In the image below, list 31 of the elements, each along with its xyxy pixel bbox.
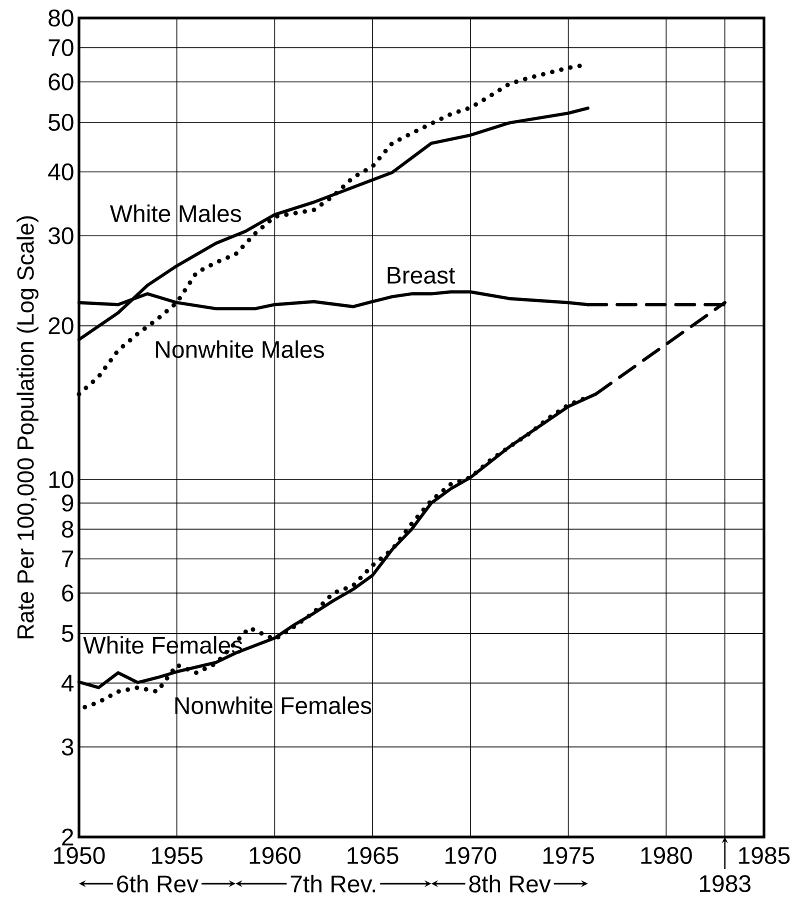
y-tick-label: 4 [61,674,74,692]
y-tick-label: 10 [49,471,74,488]
y-tick-label: 5 [62,625,74,642]
y-tick-label: 30 [48,227,74,244]
y-tick-label: 8 [62,520,74,538]
ref-line-label: 1983 [700,875,750,892]
x-tick-label: 1950 [54,847,105,864]
y-tick-label: 50 [48,114,74,131]
y-tick-label: 7 [62,550,74,568]
y-tick-label: 3 [62,738,74,756]
y-tick-label: 9 [62,494,74,512]
series-label: Breast [388,266,456,284]
y-tick-label: 2 [62,828,74,846]
y-tick-label: 20 [48,317,74,334]
y-axis-title: Rate Per 100,000 Population (Log Scale) [16,216,38,638]
y-tick-label: 70 [48,39,74,56]
x-tick-label: 1985 [739,847,790,864]
x-tick-label: 1980 [641,847,692,864]
series-label: White Males [110,204,241,222]
x-tick-label: 1960 [250,847,300,864]
y-tick-label: 6 [62,584,74,602]
y-tick-label: 40 [48,163,74,180]
x-tick-label: 1965 [348,847,398,864]
x-tick-label: 1975 [543,847,594,864]
x-tick-label: 1970 [446,847,496,864]
y-tick-label: 60 [48,73,74,90]
text: 6th Rev [117,874,199,892]
text: 8th Rev [469,874,551,892]
x-tick-label: 1955 [152,847,203,864]
text: 7th Rev. [290,874,376,892]
y-tick-label: 80 [48,9,74,26]
